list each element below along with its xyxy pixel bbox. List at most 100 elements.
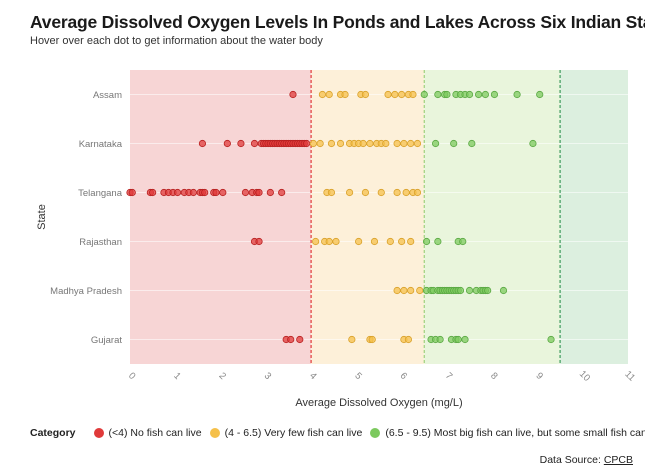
data-point[interactable] (327, 188, 336, 197)
x-tick-label: 6 (398, 370, 410, 382)
y-tick-label: Assam (93, 90, 122, 101)
data-point[interactable] (402, 188, 410, 197)
data-point[interactable] (189, 188, 197, 197)
data-point[interactable] (465, 286, 474, 295)
data-point[interactable] (434, 237, 442, 246)
data-point[interactable] (370, 237, 379, 246)
data-point[interactable] (436, 335, 444, 344)
data-point[interactable] (348, 335, 356, 344)
y-tick-label: Madhya Pradesh (50, 286, 122, 297)
data-point[interactable] (382, 139, 390, 148)
data-point[interactable] (420, 90, 428, 99)
data-point[interactable] (366, 139, 374, 148)
data-point[interactable] (413, 139, 422, 148)
data-point[interactable] (318, 90, 327, 99)
data-point[interactable] (359, 139, 367, 148)
data-point[interactable] (422, 237, 431, 246)
data-point[interactable] (393, 188, 401, 197)
data-point[interactable] (474, 90, 483, 99)
data-point[interactable] (377, 188, 385, 197)
data-point[interactable] (490, 90, 499, 99)
data-point[interactable] (241, 188, 250, 197)
data-point[interactable] (128, 188, 136, 197)
data-point[interactable] (398, 237, 406, 246)
data-point[interactable] (459, 237, 467, 246)
data-point[interactable] (481, 90, 489, 99)
data-point[interactable] (407, 139, 415, 148)
data-point[interactable] (407, 286, 415, 295)
data-point[interactable] (431, 139, 440, 148)
data-point[interactable] (296, 335, 304, 344)
data-point[interactable] (529, 139, 537, 148)
data-point[interactable] (368, 335, 376, 344)
data-point[interactable] (336, 139, 345, 148)
data-point[interactable] (461, 335, 469, 344)
data-point[interactable] (450, 139, 458, 148)
x-tick-label: 11 (622, 369, 637, 384)
data-point[interactable] (255, 237, 263, 246)
data-point[interactable] (149, 188, 157, 197)
data-point[interactable] (391, 90, 399, 99)
data-point[interactable] (361, 188, 370, 197)
data-point[interactable] (316, 139, 324, 148)
data-point[interactable] (255, 188, 263, 197)
data-point[interactable] (325, 237, 333, 246)
data-source: Data Source: CPCB (540, 454, 633, 466)
data-point[interactable] (212, 188, 220, 197)
data-point[interactable] (409, 90, 417, 99)
data-point[interactable] (266, 188, 274, 197)
legend-item-most-fish[interactable]: (6.5 - 9.5) Most big fish can live, but … (370, 427, 645, 439)
data-point[interactable] (443, 90, 451, 99)
data-point[interactable] (413, 188, 422, 197)
data-point[interactable] (312, 237, 320, 246)
chart-subtitle: Hover over each dot to get information a… (30, 35, 323, 47)
data-point[interactable] (454, 335, 462, 344)
data-point[interactable] (345, 188, 354, 197)
data-point[interactable] (384, 90, 392, 99)
data-point[interactable] (407, 237, 415, 246)
data-point[interactable] (398, 90, 406, 99)
data-point[interactable] (393, 286, 401, 295)
legend-item-few-fish[interactable]: (4 - 6.5) Very few fish can live (209, 427, 362, 439)
data-point[interactable] (250, 139, 259, 148)
data-point[interactable] (416, 286, 424, 295)
data-point[interactable] (223, 139, 231, 148)
x-tick-label: 4 (307, 370, 319, 382)
data-point[interactable] (341, 90, 349, 99)
data-point[interactable] (499, 286, 508, 295)
x-tick-label: 5 (352, 370, 364, 382)
data-point[interactable] (327, 139, 336, 148)
data-point[interactable] (219, 188, 227, 197)
legend-item-no-fish[interactable]: (<4) No fish can live (93, 427, 202, 439)
data-point[interactable] (484, 286, 492, 295)
data-point[interactable] (513, 90, 521, 99)
source-link[interactable]: CPCB (603, 454, 633, 466)
data-point[interactable] (536, 90, 544, 99)
data-point[interactable] (404, 335, 413, 344)
data-point[interactable] (434, 90, 442, 99)
data-point[interactable] (547, 335, 555, 344)
data-point[interactable] (278, 188, 286, 197)
data-point[interactable] (302, 139, 311, 148)
data-point[interactable] (201, 188, 209, 197)
data-point[interactable] (287, 335, 295, 344)
data-point[interactable] (198, 139, 207, 148)
data-point[interactable] (355, 237, 363, 246)
data-point[interactable] (400, 286, 408, 295)
data-point[interactable] (289, 90, 297, 99)
data-point[interactable] (386, 237, 394, 246)
data-point[interactable] (325, 90, 333, 99)
data-point[interactable] (393, 139, 401, 148)
data-point[interactable] (361, 90, 370, 99)
data-point[interactable] (400, 139, 408, 148)
data-point[interactable] (309, 139, 317, 148)
data-point[interactable] (456, 286, 465, 295)
data-point[interactable] (173, 188, 182, 197)
data-point[interactable] (332, 237, 340, 246)
x-tick-label: 0 (126, 370, 138, 382)
source-prefix: Data Source: (539, 454, 604, 466)
data-point[interactable] (468, 139, 476, 148)
data-point[interactable] (465, 90, 474, 99)
x-tick-label: 9 (533, 370, 545, 382)
data-point[interactable] (237, 139, 245, 148)
